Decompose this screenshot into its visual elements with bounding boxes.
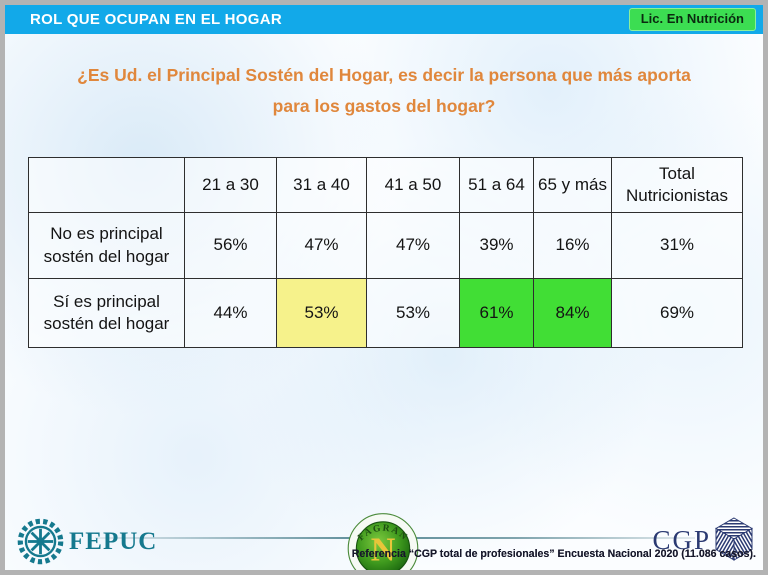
row-label-no-principal: No es principal sostén del hogar xyxy=(28,212,185,279)
header-21-30: 21 a 30 xyxy=(184,157,277,213)
career-badge: Lic. En Nutrición xyxy=(628,8,756,31)
fepuc-logo: FEPUC xyxy=(17,518,157,565)
cell-value: 61% xyxy=(459,278,534,348)
results-table: 21 a 30 31 a 40 41 a 50 51 a 64 65 y más… xyxy=(28,157,743,348)
cell-value: 53% xyxy=(366,278,460,348)
cell-value: 84% xyxy=(533,278,612,348)
fagran-letter-n: N xyxy=(371,531,396,568)
question-title: ¿Es Ud. el Principal Sostén del Hogar, e… xyxy=(5,60,763,121)
cell-value: 44% xyxy=(184,278,277,348)
table-header-row: 21 a 30 31 a 40 41 a 50 51 a 64 65 y más… xyxy=(28,157,743,213)
table-row: Sí es principal sostén del hogar 44% 53%… xyxy=(28,278,743,348)
cell-value: 47% xyxy=(276,212,367,279)
slide-section-title: ROL QUE OCUPAN EN EL HOGAR xyxy=(30,11,282,28)
fagran-logo: FAGRAN N xyxy=(347,513,419,570)
table-row: No es principal sostén del hogar 56% 47%… xyxy=(28,212,743,279)
cell-value: 69% xyxy=(611,278,743,348)
cell-value: 39% xyxy=(459,212,534,279)
slide: ROL QUE OCUPAN EN EL HOGAR Lic. En Nutri… xyxy=(5,5,763,570)
header-empty xyxy=(28,157,185,213)
cell-value: 16% xyxy=(533,212,612,279)
row-label-si-principal: Sí es principal sostén del hogar xyxy=(28,278,185,348)
header-41-50: 41 a 50 xyxy=(366,157,460,213)
header-31-40: 31 a 40 xyxy=(276,157,367,213)
cgp-cube-icon xyxy=(715,517,753,561)
header-65-mas: 65 y más xyxy=(533,157,612,213)
fepuc-wordmark: FEPUC xyxy=(69,527,158,555)
cgp-wordmark: CGP xyxy=(652,525,711,555)
header-51-64: 51 a 64 xyxy=(459,157,534,213)
question-line-1: ¿Es Ud. el Principal Sostén del Hogar, e… xyxy=(77,65,691,85)
cell-value: 31% xyxy=(611,212,743,279)
question-line-2: para los gastos del hogar? xyxy=(272,95,496,116)
top-bar: ROL QUE OCUPAN EN EL HOGAR Lic. En Nutri… xyxy=(5,5,763,34)
cell-value: 53% xyxy=(276,278,367,348)
cell-value: 56% xyxy=(184,212,277,279)
header-total-nutricionistas: Total Nutricionistas xyxy=(611,157,743,213)
cell-value: 47% xyxy=(366,212,460,279)
fepuc-wheel-icon xyxy=(17,518,64,565)
reference-note: Referencia “CGP total de profesionales” … xyxy=(351,548,756,560)
